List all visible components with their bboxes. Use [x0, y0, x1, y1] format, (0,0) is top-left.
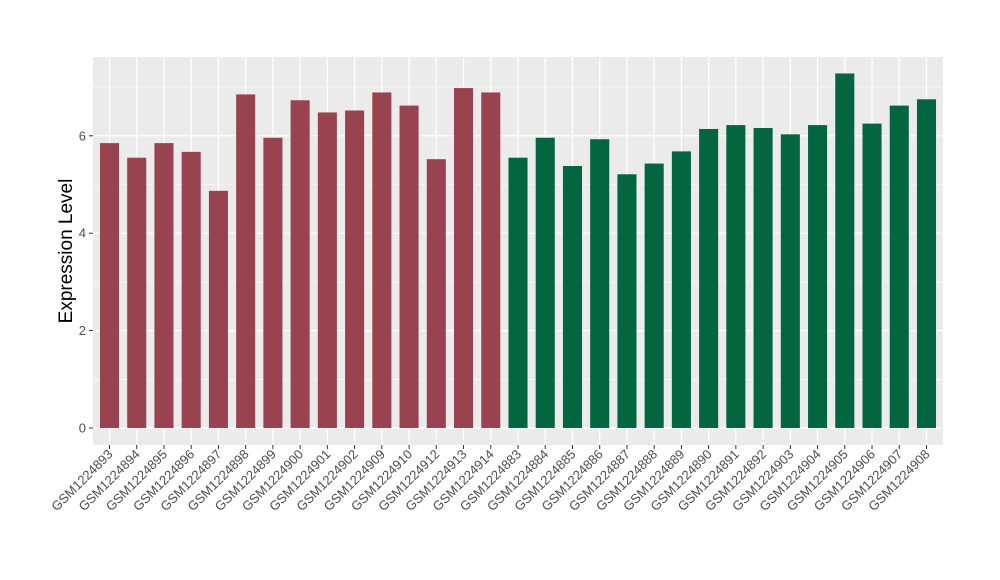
bar-GSM1224896	[181, 151, 201, 428]
bar-GSM1224891	[726, 125, 746, 428]
bar-GSM1224892	[753, 128, 773, 428]
bar-GSM1224883	[508, 157, 528, 428]
bar-GSM1224906	[862, 123, 882, 428]
y-tick-label: 2	[79, 323, 86, 338]
bar-GSM1224913	[454, 88, 474, 428]
bar-GSM1224900	[290, 100, 310, 429]
bar-GSM1224884	[535, 137, 555, 429]
bar-GSM1224902	[345, 110, 365, 428]
bar-GSM1224893	[99, 143, 120, 429]
bars	[99, 73, 937, 429]
bar-GSM1224897	[208, 190, 228, 428]
bar-GSM1224898	[236, 94, 256, 428]
bar-GSM1224908	[916, 99, 937, 429]
bar-GSM1224886	[590, 139, 610, 429]
bar-GSM1224905	[835, 73, 855, 429]
bar-GSM1224910	[399, 105, 419, 428]
bar-GSM1224885	[562, 165, 582, 428]
y-tick-label: 6	[79, 128, 86, 143]
bar-GSM1224909	[372, 92, 392, 428]
bar-GSM1224887	[617, 174, 637, 428]
bar-GSM1224901	[317, 112, 337, 428]
y-tick-label: 4	[79, 226, 86, 241]
bar-GSM1224903	[780, 134, 800, 429]
x-axis: GSM1224893GSM1224894GSM1224895GSM1224896…	[48, 445, 933, 514]
y-tick-label: 0	[79, 421, 86, 436]
bar-GSM1224914	[481, 92, 501, 428]
bar-GSM1224912	[426, 159, 446, 428]
y-axis-title: Expression Level	[56, 179, 77, 324]
bar-GSM1224888	[644, 163, 664, 428]
bar-GSM1224907	[889, 105, 909, 428]
y-axis: 0 2 4 6	[79, 128, 93, 436]
bar-GSM1224895	[154, 143, 174, 429]
bar-GSM1224899	[263, 137, 283, 429]
bar-GSM1224904	[808, 125, 828, 428]
bar-GSM1224890	[699, 128, 719, 428]
bar-GSM1224889	[671, 151, 691, 428]
bar-GSM1224894	[127, 157, 147, 428]
